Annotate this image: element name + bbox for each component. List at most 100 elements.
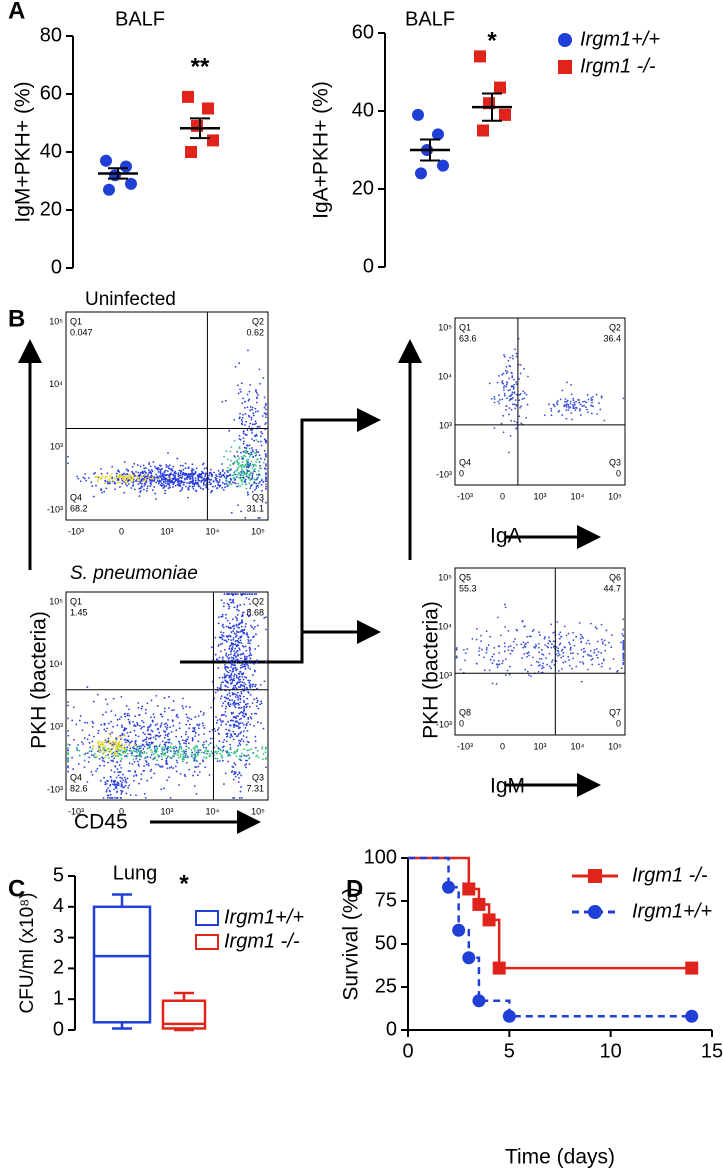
event-dot xyxy=(518,394,521,396)
event-dot xyxy=(238,647,241,650)
event-dot xyxy=(175,770,178,773)
event-dot xyxy=(110,797,113,799)
event-dot xyxy=(221,750,224,753)
event-dot xyxy=(120,695,123,698)
event-dot xyxy=(114,488,116,491)
event-dot xyxy=(185,485,187,488)
event-dot xyxy=(129,474,131,476)
quadrant-name: Q3 xyxy=(252,772,264,782)
event-dot xyxy=(124,483,127,485)
event-dot xyxy=(110,759,113,762)
event-dot xyxy=(257,440,260,443)
event-dot xyxy=(227,681,230,684)
event-dot xyxy=(590,397,593,400)
event-dot xyxy=(247,642,250,644)
event-dot xyxy=(167,718,169,721)
event-dot xyxy=(178,727,181,730)
event-dot xyxy=(163,710,166,713)
event-dot xyxy=(164,734,167,737)
event-dot xyxy=(115,791,118,794)
event-dot xyxy=(229,694,232,697)
event-dot xyxy=(495,682,498,685)
event-dot xyxy=(241,461,244,464)
event-dot xyxy=(224,675,227,678)
event-dot xyxy=(67,701,69,703)
event-dot xyxy=(142,464,145,467)
event-dot xyxy=(540,657,543,660)
event-dot xyxy=(194,766,196,768)
event-dot xyxy=(215,716,217,718)
event-dot xyxy=(246,476,249,478)
event-dot xyxy=(197,748,200,751)
event-dot xyxy=(579,637,582,640)
quadrant-name: Q7 xyxy=(609,707,621,717)
event-dot xyxy=(162,484,165,486)
event-dot xyxy=(137,749,140,752)
y-axis-label: IgM+PKH+ (%) xyxy=(12,81,35,222)
event-dot xyxy=(158,731,161,734)
event-dot xyxy=(221,638,224,641)
event-dot xyxy=(192,747,195,750)
event-dot xyxy=(85,479,88,482)
event-dot xyxy=(265,477,267,480)
event-dot xyxy=(232,752,235,755)
event-dot xyxy=(247,452,250,455)
event-dot xyxy=(153,747,156,749)
event-dot xyxy=(151,719,154,722)
event-dot xyxy=(128,721,131,724)
event-dot xyxy=(185,748,187,751)
event-dot xyxy=(252,412,255,415)
event-dot xyxy=(508,673,511,676)
event-dot xyxy=(140,773,143,776)
event-dot xyxy=(193,770,196,773)
event-dot xyxy=(196,482,199,485)
event-dot xyxy=(158,745,161,748)
event-dot xyxy=(234,706,237,709)
event-dot xyxy=(67,749,69,752)
event-dot xyxy=(251,423,254,426)
event-dot xyxy=(247,666,250,669)
event-dot xyxy=(172,477,175,480)
event-dot xyxy=(237,698,239,701)
event-dot xyxy=(462,648,465,651)
y-tick-label: 10⁴ xyxy=(438,371,452,381)
event-dot xyxy=(157,478,160,481)
event-dot xyxy=(78,749,81,752)
event-dot xyxy=(138,724,141,727)
event-dot xyxy=(137,735,140,738)
event-dot xyxy=(243,603,246,606)
event-dot xyxy=(86,780,89,783)
event-dot xyxy=(143,745,146,748)
event-dot xyxy=(168,738,171,741)
event-dot xyxy=(221,657,224,659)
event-dot xyxy=(159,484,162,487)
data-point xyxy=(412,108,424,121)
event-dot xyxy=(235,651,238,654)
event-dot xyxy=(239,790,242,793)
event-dot xyxy=(508,377,511,380)
event-dot xyxy=(108,732,111,735)
event-dot xyxy=(559,631,562,634)
event-dot xyxy=(221,625,224,627)
event-dot xyxy=(513,392,516,395)
event-dot xyxy=(233,650,236,653)
event-dot xyxy=(246,705,248,708)
event-dot xyxy=(535,660,538,663)
event-dot xyxy=(538,651,541,654)
event-dot xyxy=(186,756,188,759)
event-dot xyxy=(237,715,239,718)
event-dot xyxy=(230,674,233,677)
event-dot xyxy=(557,647,560,650)
event-dot xyxy=(216,689,219,692)
event-dot xyxy=(265,485,267,488)
event-dot xyxy=(117,479,120,481)
event-dot xyxy=(120,789,122,792)
event-dot xyxy=(210,646,213,649)
event-dot xyxy=(239,740,242,742)
event-dot xyxy=(579,408,581,410)
event-dot xyxy=(124,738,126,741)
event-dot xyxy=(622,663,625,665)
event-dot xyxy=(232,797,234,799)
event-dot xyxy=(503,385,506,387)
event-dot xyxy=(241,684,244,687)
